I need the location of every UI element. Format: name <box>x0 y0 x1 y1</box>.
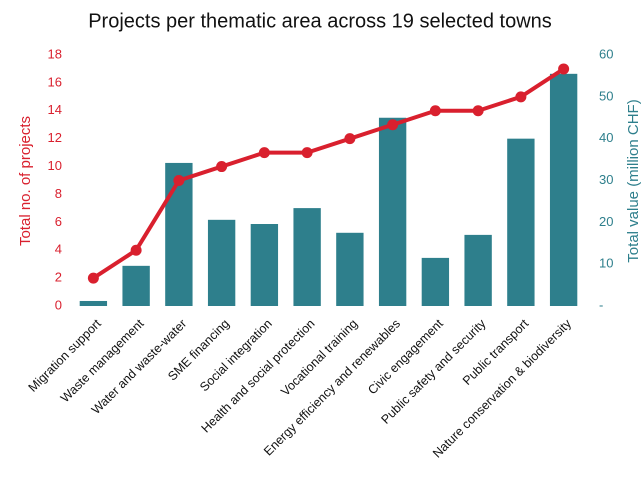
line-point <box>87 272 99 284</box>
line-point <box>130 244 142 256</box>
y-tick-label: 10 <box>48 158 62 173</box>
x-tick-label: Vocational training <box>278 317 360 399</box>
bar <box>293 208 321 306</box>
bar <box>549 73 578 306</box>
y2-tick-label: 50 <box>599 88 613 103</box>
y-tick-label: 12 <box>48 130 62 145</box>
bar <box>378 117 407 306</box>
line-point <box>216 161 228 173</box>
y-tick-label: 8 <box>55 186 62 201</box>
line-point <box>344 133 356 145</box>
bar <box>79 300 108 306</box>
bar <box>165 162 193 306</box>
line-point <box>387 119 399 131</box>
line-point <box>258 147 270 159</box>
bar <box>207 219 236 306</box>
y-tick-label: 18 <box>48 46 62 61</box>
line-point <box>472 105 484 117</box>
y2-tick-label: 30 <box>599 172 613 187</box>
line-point <box>429 105 441 117</box>
bar <box>250 224 279 306</box>
bar <box>336 232 364 306</box>
line-point <box>173 175 185 186</box>
y2-tick-label: 40 <box>599 130 613 145</box>
y-tick-label: 4 <box>55 242 62 257</box>
y2-tick-label: - <box>599 297 603 312</box>
x-tick-label: Social integration <box>197 317 275 395</box>
bar <box>421 257 450 306</box>
y2-axis-label: Total value (million CHF) <box>625 99 642 262</box>
x-tick-label: Migration support <box>26 316 105 395</box>
line <box>92 67 565 280</box>
x-tick-label: Waste management <box>58 316 147 405</box>
y2-tick-label: 60 <box>599 46 613 61</box>
y-tick-label: 0 <box>55 297 62 312</box>
y-tick-label: 6 <box>55 214 62 229</box>
y2-tick-label: 20 <box>599 214 613 229</box>
line-point <box>558 63 570 75</box>
chart-title: Projects per thematic area across 19 sel… <box>88 10 552 32</box>
bar <box>122 265 150 306</box>
x-tick-label: Civic engagement <box>365 316 446 397</box>
line-point <box>301 147 313 159</box>
y-axis-label: Total no. of projects <box>17 116 34 246</box>
y-tick-label: 2 <box>55 270 62 285</box>
y2-tick-label: 10 <box>599 256 613 271</box>
y-tick-label: 14 <box>48 102 62 117</box>
y-tick-label: 16 <box>48 74 62 89</box>
bar <box>507 138 535 306</box>
bar <box>464 234 492 306</box>
line-point <box>515 91 527 103</box>
